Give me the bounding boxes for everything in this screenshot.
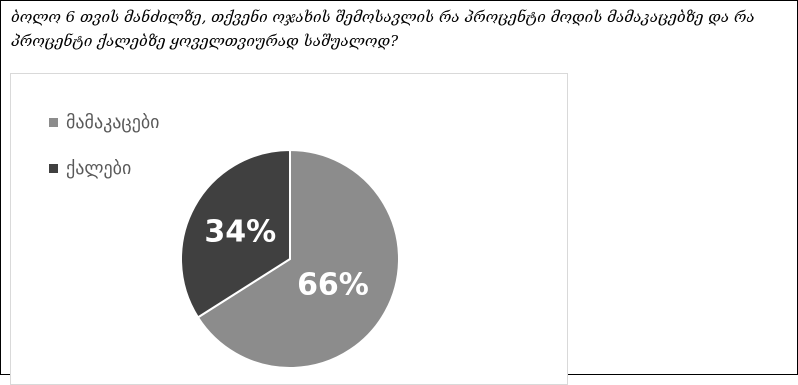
legend-swatch-women xyxy=(49,163,58,173)
legend-item-men: მამაკაცები xyxy=(49,110,159,134)
pie-chart: 66% 34% xyxy=(180,148,400,369)
pie-slice-women xyxy=(180,148,291,319)
chart-legend: მამაკაცები ქალები xyxy=(49,110,159,202)
pie-label-men: 66% xyxy=(297,268,369,303)
legend-label-men: მამაკაცები xyxy=(66,111,160,133)
survey-question: ბოლო 6 თვის მანძილზე, თქვენი ოჯახის შემო… xyxy=(11,8,755,50)
legend-label-women: ქალები xyxy=(66,157,132,179)
pie-label-women: 34% xyxy=(204,215,276,250)
legend-swatch-men xyxy=(49,117,58,127)
legend-item-women: ქალები xyxy=(49,156,159,180)
pie-slice-men xyxy=(196,148,400,369)
chart-container: მამაკაცები ქალები 66% 34% xyxy=(10,73,568,385)
